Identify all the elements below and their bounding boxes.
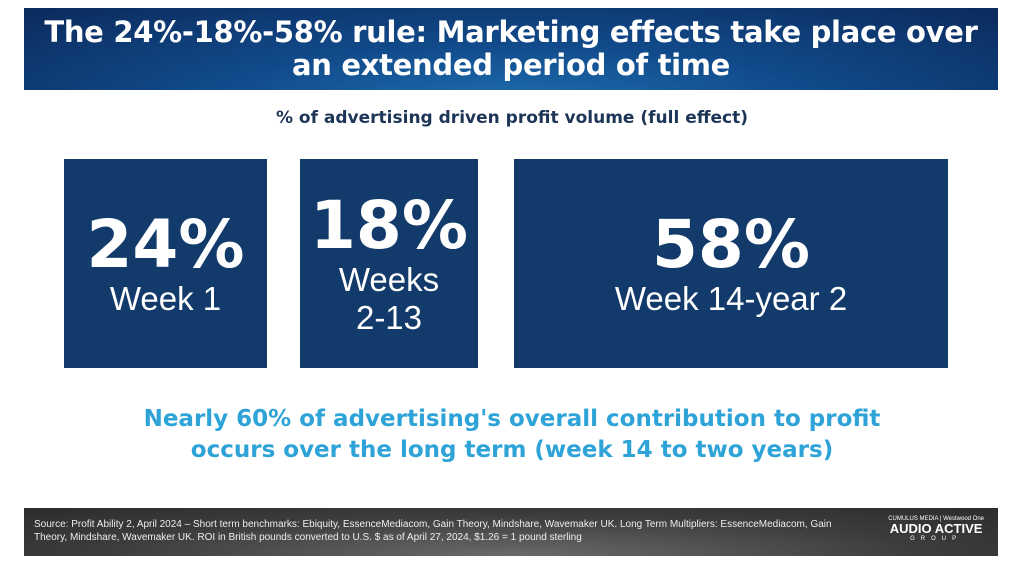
audio-active-group-logo: CUMULUS MEDIA | Westwood One AUDIO ACTIV…: [888, 516, 984, 542]
stat-label: Weeks 2-13: [338, 260, 440, 336]
stat-box-week-1: 24% Week 1: [64, 159, 267, 368]
stat-box-weeks-2-13: 18% Weeks 2-13: [300, 159, 478, 368]
logo-top-text: CUMULUS MEDIA | Westwood One: [888, 516, 984, 522]
stat-value: 58%: [652, 205, 810, 283]
slide-title: The 24%-18%-58% rule: Marketing effects …: [44, 15, 978, 82]
stat-box-week-14-year-2: 58% Week 14-year 2: [514, 159, 948, 368]
footer: Source: Profit Ability 2, April 2024 – S…: [24, 508, 998, 556]
source-note: Source: Profit Ability 2, April 2024 – S…: [34, 519, 832, 543]
slide-subtitle: % of advertising driven profit volume (f…: [275, 108, 749, 128]
takeaway-text-content: Nearly 60% of advertising's overall cont…: [143, 406, 881, 463]
takeaway-text: Nearly 60% of advertising's overall cont…: [0, 404, 1024, 466]
stat-value: 18%: [310, 186, 468, 264]
logo-main-text: AUDIO ACTIVE: [889, 521, 983, 536]
stat-label: Week 14-year 2: [614, 279, 848, 317]
logo-sub-text: GROUP: [910, 536, 963, 542]
title-banner: The 24%-18%-58% rule: Marketing effects …: [24, 8, 998, 90]
stat-value: 24%: [86, 205, 245, 283]
stat-label: Week 1: [109, 279, 222, 317]
